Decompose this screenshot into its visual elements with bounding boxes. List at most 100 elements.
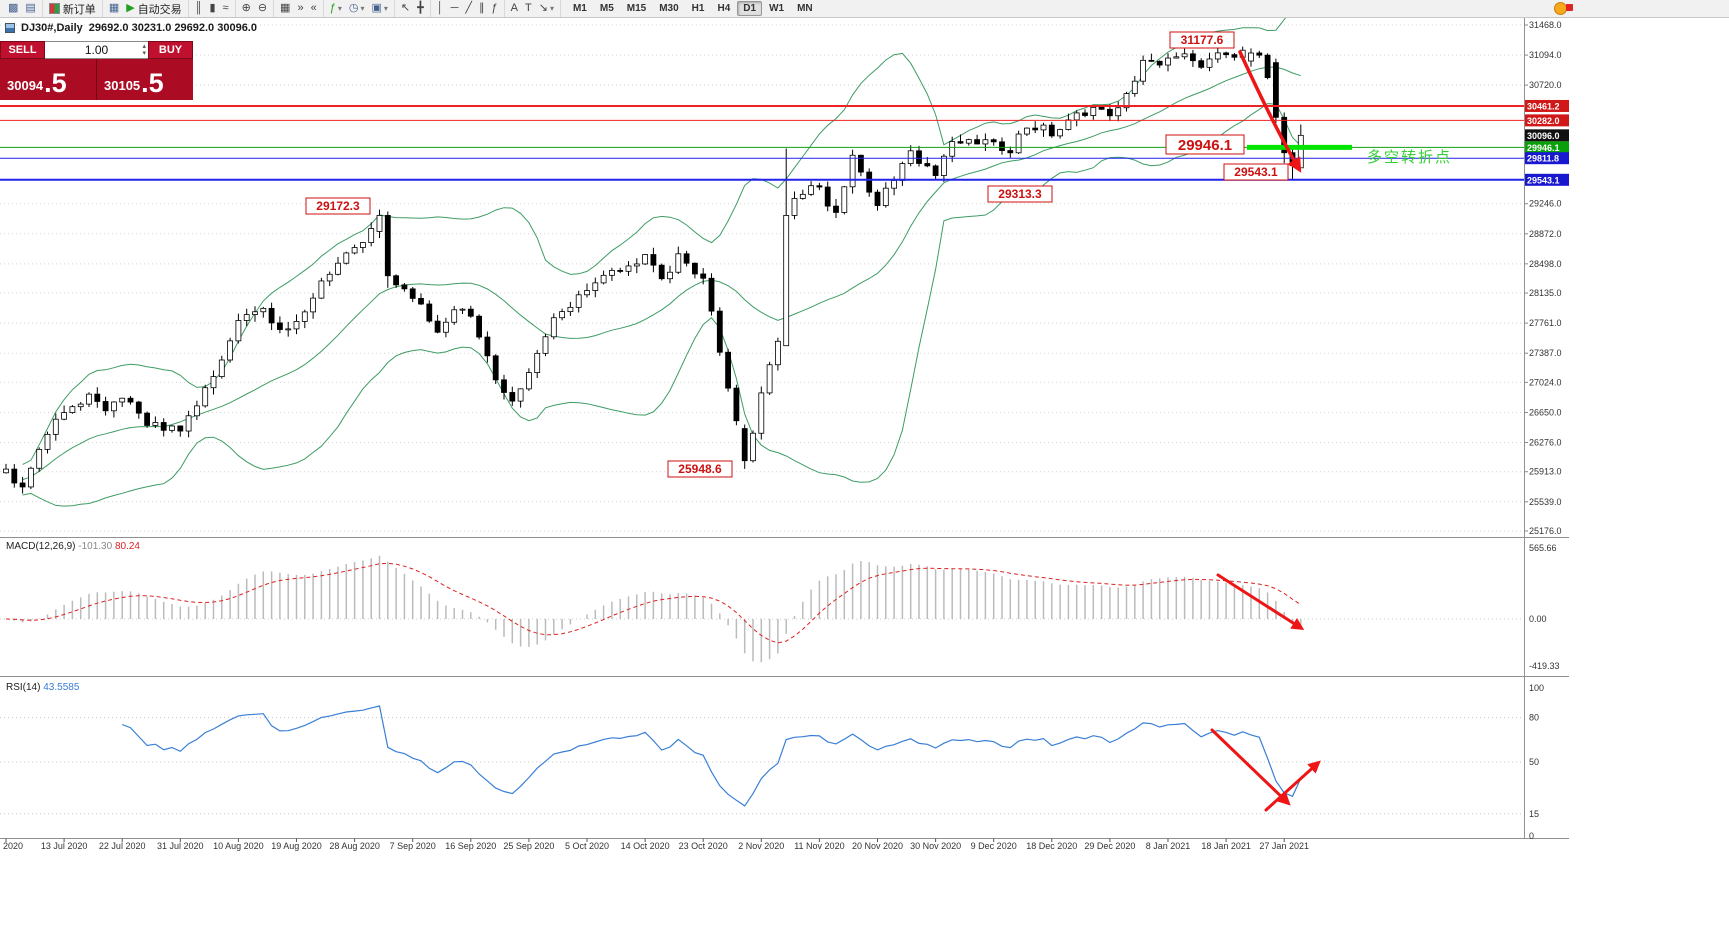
svg-text:29172.3: 29172.3 — [316, 199, 360, 213]
svg-text:14 Oct 2020: 14 Oct 2020 — [621, 841, 670, 851]
trend-arrow[interactable] — [1238, 50, 1302, 173]
bollinger-bands — [22, 18, 1302, 507]
notifications-icon[interactable] — [1554, 2, 1573, 15]
dropdown-caret-icon[interactable]: ▾ — [549, 4, 554, 13]
svg-text:25948.6: 25948.6 — [678, 462, 722, 476]
autotrading-button[interactable]: ▶ 自动交易 — [126, 2, 182, 16]
new-order-button[interactable]: 新订单 — [46, 1, 99, 16]
price-label-annotation[interactable] — [987, 185, 1053, 203]
svg-text:28135.0: 28135.0 — [1529, 288, 1562, 298]
svg-text:29246.0: 29246.0 — [1529, 199, 1562, 209]
chart-ohlc-readout: 29692.0 30231.0 29692.0 30096.0 — [88, 22, 257, 34]
buy-price[interactable]: 30105.5 — [96, 59, 193, 100]
volume-up-arrow[interactable]: ▴ — [142, 43, 146, 50]
svg-text:29946.1: 29946.1 — [1178, 137, 1232, 154]
crosshair-icon[interactable]: ╋ — [417, 2, 424, 14]
svg-text:20 Nov 2020: 20 Nov 2020 — [852, 841, 903, 851]
bar-chart-icon[interactable]: ║ — [194, 2, 203, 14]
chart-title: DJ30#,Daily 29692.0 30231.0 29692.0 3009… — [5, 22, 257, 34]
svg-text:22 Jul 2020: 22 Jul 2020 — [99, 841, 146, 851]
svg-text:25539.0: 25539.0 — [1529, 497, 1562, 507]
turning-point-text[interactable]: 多空转折点 — [1367, 149, 1452, 166]
svg-text:29811.8: 29811.8 — [1527, 154, 1559, 164]
svg-text:28498.0: 28498.0 — [1529, 259, 1562, 269]
svg-text:13 Jul 2020: 13 Jul 2020 — [41, 841, 88, 851]
svg-text:30 Nov 2020: 30 Nov 2020 — [910, 841, 961, 851]
trend-arrow[interactable] — [1264, 760, 1321, 812]
indicators-icon[interactable]: ƒ ▾ — [329, 2, 342, 14]
trendline-icon[interactable]: ╱ — [465, 2, 473, 14]
price-label-annotation[interactable] — [305, 197, 371, 215]
svg-text:31177.6: 31177.6 — [1181, 33, 1224, 47]
new-order-icon — [48, 3, 60, 14]
trend-arrow[interactable] — [1216, 573, 1305, 631]
timeframe-button-h4[interactable]: H4 — [717, 3, 731, 14]
text-label-icon[interactable]: T — [524, 2, 532, 14]
horizontal-line-icon[interactable]: ─ — [450, 2, 459, 14]
svg-text:29543.1: 29543.1 — [1527, 175, 1560, 185]
price-scale[interactable]: 31468.0 31094.0 30720.0 29246.0 28872.0 28498… — [1524, 20, 1569, 536]
volume-field[interactable]: 1.00 ▴ ▾ — [45, 41, 148, 59]
auto-scroll-icon[interactable]: » — [297, 2, 304, 14]
toolbar-icons: ▩ ▤ 新订单 ▦ ▶ 自动交易 ║ ▮ ≈ ⊕ ⊖ ▦ » « ƒ ▾ ◷ ▾ ▣ ▾ ↖ ╋ │ ─ ╱ ∥ ƒ A T ↘ ▾ — [2, 0, 561, 17]
svg-text:29946.1: 29946.1 — [1527, 143, 1560, 153]
price-grid — [0, 24, 1524, 532]
zoom-in-icon[interactable]: ⊕ — [241, 2, 251, 14]
dropdown-caret-icon[interactable]: ▾ — [383, 4, 388, 13]
sell-price[interactable]: 30094.5 — [7, 68, 67, 98]
dropdown-caret-icon[interactable]: ▾ — [337, 4, 342, 13]
timeframe-button-m15[interactable]: M15 — [626, 3, 647, 14]
volume-down-arrow[interactable]: ▾ — [142, 50, 146, 57]
rsi-indicator — [0, 705, 1524, 815]
svg-text:31 Jul 2020: 31 Jul 2020 — [157, 841, 204, 851]
arrows-tool-icon[interactable]: ↘ ▾ — [538, 2, 554, 14]
volume-value: 1.00 — [84, 43, 109, 57]
svg-text:11 Nov 2020: 11 Nov 2020 — [794, 841, 844, 851]
dropdown-caret-icon[interactable]: ▾ — [360, 4, 365, 13]
cursor-icon[interactable]: ↖ — [400, 2, 411, 14]
templates-icon[interactable]: ▣ ▾ — [371, 2, 388, 14]
new-chart-icon[interactable]: ▩ — [8, 2, 19, 14]
svg-text:26276.0: 26276.0 — [1529, 438, 1562, 448]
periods-icon[interactable]: ◷ ▾ — [348, 2, 365, 14]
trend-arrow[interactable] — [1210, 728, 1291, 806]
tile-windows-icon[interactable]: ▦ — [280, 2, 291, 14]
svg-text:2 Nov 2020: 2 Nov 2020 — [738, 841, 784, 851]
candlestick-chart-icon[interactable]: ▮ — [209, 2, 216, 14]
price-label-annotation[interactable] — [1165, 134, 1245, 155]
charts-window-icon[interactable]: ▦ — [108, 2, 120, 14]
sell-button[interactable]: SELL — [0, 41, 45, 59]
profiles-icon[interactable]: ▤ — [25, 2, 36, 14]
timeframe-button-d1[interactable]: D1 — [737, 1, 763, 16]
chart-symbol-icon — [5, 23, 15, 33]
svg-text:-419.33: -419.33 — [1529, 661, 1560, 671]
buy-button[interactable]: BUY — [148, 41, 193, 59]
time-axis[interactable]: Jul 2020 13 Jul 2020 22 Jul 2020 31 Jul 202… — [0, 838, 1309, 852]
svg-text:31094.0: 31094.0 — [1529, 50, 1562, 60]
notification-badge — [1566, 4, 1573, 11]
vertical-line-icon[interactable]: │ — [436, 2, 444, 14]
svg-text:19 Aug 2020: 19 Aug 2020 — [271, 841, 322, 851]
annotations[interactable]: 29172.3 25948.6 29313.3 31177.6 29946.129543… — [305, 31, 1452, 478]
timeframe-button-mn[interactable]: MN — [797, 3, 813, 14]
timeframe-button-m1[interactable]: M1 — [572, 3, 587, 14]
text-icon[interactable]: A — [510, 2, 518, 14]
svg-text:30461.2: 30461.2 — [1527, 101, 1560, 111]
price-label-annotation[interactable] — [667, 460, 733, 478]
line-chart-icon[interactable]: ≈ — [222, 2, 229, 14]
timeframe-button-m5[interactable]: M5 — [599, 3, 614, 14]
chart-shift-icon[interactable]: « — [310, 2, 317, 14]
svg-text:27387.0: 27387.0 — [1529, 348, 1562, 358]
zoom-out-icon[interactable]: ⊖ — [257, 2, 268, 14]
timeframe-button-w1[interactable]: W1 — [769, 3, 785, 14]
svg-text:Jul 2020: Jul 2020 — [0, 841, 23, 851]
timeframe-button-m30[interactable]: M30 — [659, 3, 679, 14]
timeframe-button-h1[interactable]: H1 — [691, 3, 705, 14]
horizontal-price-lines[interactable] — [0, 104, 1524, 181]
svg-text:0.00: 0.00 — [1529, 614, 1547, 624]
channel-icon[interactable]: ∥ — [479, 2, 485, 14]
price-label-annotation[interactable] — [1169, 31, 1235, 49]
fibonacci-icon[interactable]: ƒ — [491, 2, 498, 14]
svg-text:30282.0: 30282.0 — [1527, 116, 1560, 126]
